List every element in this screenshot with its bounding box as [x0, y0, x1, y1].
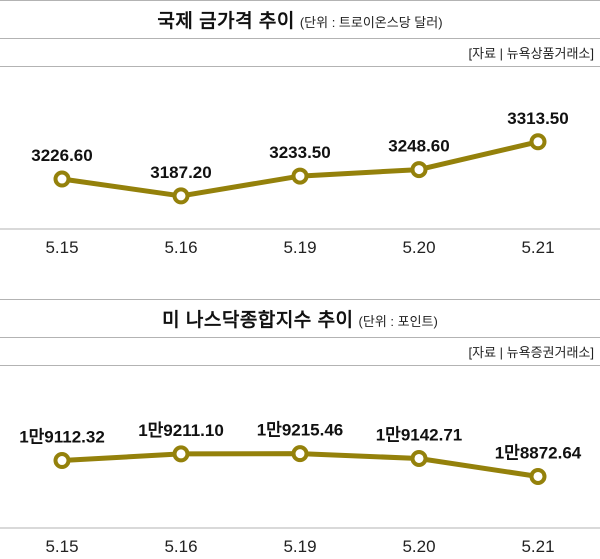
chart-title: 국제 금가격 추이 [157, 11, 295, 32]
data-point-marker [172, 445, 190, 463]
data-point-label: 1만9112.32 [19, 428, 105, 447]
x-axis-label: 5.16 [164, 537, 197, 556]
data-point-marker [529, 467, 547, 485]
data-point-label: 3313.50 [507, 109, 568, 128]
x-axis-label: 5.19 [283, 238, 316, 257]
data-point-label: 1만8872.64 [495, 443, 582, 462]
line-chart-plot: 1만9112.32 5.15 1만9211.10 5.16 1만9215.46 5.19 1… [0, 421, 600, 556]
chart-header: 미 나스닥종합지수 추이 (단위 : 포인트) [0, 299, 600, 338]
data-point-label: 3226.60 [31, 146, 92, 165]
nasdaq-index-chart: 미 나스닥종합지수 추이 (단위 : 포인트) [자료 | 뉴욕증권거래소] 1… [0, 299, 600, 558]
chart-unit-label: (단위 : 트로이온스당 달러) [299, 14, 443, 30]
chart-unit-label: (단위 : 포인트) [358, 313, 438, 329]
data-point-marker [53, 452, 71, 470]
chart-header: 국제 금가격 추이 (단위 : 트로이온스당 달러) [0, 0, 600, 39]
x-axis-label: 5.21 [521, 238, 554, 257]
data-point-marker [410, 449, 428, 467]
data-point-marker [53, 170, 71, 188]
data-point-label: 3248.60 [388, 137, 449, 156]
x-axis-label: 5.15 [45, 537, 78, 556]
gold-price-chart: 국제 금가격 추이 (단위 : 트로이온스당 달러) [자료 | 뉴욕상품거래소… [0, 0, 600, 259]
x-axis-label: 5.20 [402, 537, 435, 556]
data-point-label: 3187.20 [150, 163, 211, 182]
x-axis-label: 5.21 [521, 537, 554, 556]
data-point-marker [291, 445, 309, 463]
chart-source-credit: [자료 | 뉴욕증권거래소] [0, 338, 600, 366]
data-point-marker [291, 167, 309, 185]
data-point-label: 1만9211.10 [138, 421, 224, 440]
chart-title: 미 나스닥종합지수 추이 [162, 310, 354, 331]
line-chart-plot: 3226.60 5.15 3187.20 5.16 3233.50 5.19 3248.60… [0, 109, 600, 257]
data-point-marker [410, 161, 428, 179]
chart-source-credit: [자료 | 뉴욕상품거래소] [0, 39, 600, 67]
x-axis-label: 5.15 [45, 238, 78, 257]
data-point-marker [529, 133, 547, 151]
x-axis-label: 5.16 [164, 238, 197, 257]
data-point-label: 1만9142.71 [376, 425, 463, 444]
data-point-marker [172, 187, 190, 205]
data-point-label: 3233.50 [269, 143, 330, 162]
x-axis-label: 5.20 [402, 238, 435, 257]
x-axis-label: 5.19 [283, 537, 316, 556]
data-point-label: 1만9215.46 [257, 421, 344, 440]
